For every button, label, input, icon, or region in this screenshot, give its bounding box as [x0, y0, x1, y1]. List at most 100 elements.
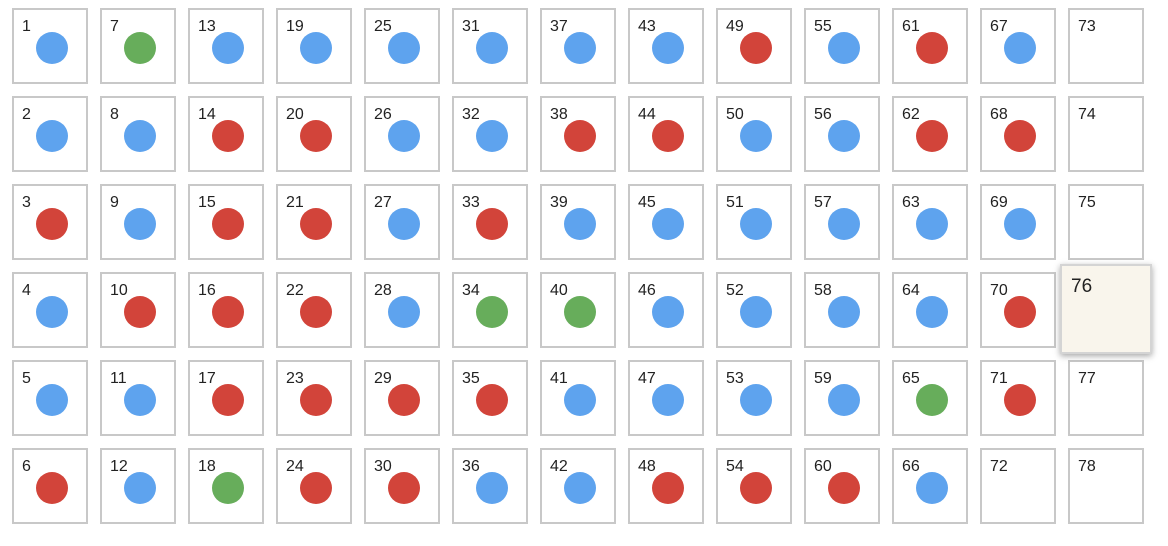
grid-cell-14[interactable]: 14 [188, 96, 264, 172]
cell-number: 53 [726, 370, 744, 387]
grid-cell-31[interactable]: 31 [452, 8, 528, 84]
red-dot-icon [564, 120, 596, 152]
cell-number: 65 [902, 370, 920, 387]
grid-cell-18[interactable]: 18 [188, 448, 264, 524]
grid-cell-24[interactable]: 24 [276, 448, 352, 524]
grid-cell-66[interactable]: 66 [892, 448, 968, 524]
grid-cell-37[interactable]: 37 [540, 8, 616, 84]
cell-number: 64 [902, 282, 920, 299]
grid-cell-50[interactable]: 50 [716, 96, 792, 172]
grid-cell-38[interactable]: 38 [540, 96, 616, 172]
grid-cell-3[interactable]: 3 [12, 184, 88, 260]
grid-cell-59[interactable]: 59 [804, 360, 880, 436]
red-dot-icon [916, 32, 948, 64]
grid-cell-71[interactable]: 71 [980, 360, 1056, 436]
grid-cell-32[interactable]: 32 [452, 96, 528, 172]
grid-cell-19[interactable]: 19 [276, 8, 352, 84]
grid-cell-10[interactable]: 10 [100, 272, 176, 348]
grid-cell-76[interactable]: 76 [1060, 264, 1152, 354]
grid-cell-26[interactable]: 26 [364, 96, 440, 172]
grid-cell-69[interactable]: 69 [980, 184, 1056, 260]
grid-cell-23[interactable]: 23 [276, 360, 352, 436]
grid-cell-77[interactable]: 77 [1068, 360, 1144, 436]
grid-cell-8[interactable]: 8 [100, 96, 176, 172]
grid-cell-48[interactable]: 48 [628, 448, 704, 524]
grid-cell-44[interactable]: 44 [628, 96, 704, 172]
grid-cell-57[interactable]: 57 [804, 184, 880, 260]
cell-number: 9 [110, 194, 119, 211]
grid-cell-70[interactable]: 70 [980, 272, 1056, 348]
grid-cell-61[interactable]: 61 [892, 8, 968, 84]
grid-cell-47[interactable]: 47 [628, 360, 704, 436]
grid-cell-55[interactable]: 55 [804, 8, 880, 84]
cell-number: 11 [110, 370, 127, 387]
grid-cell-63[interactable]: 63 [892, 184, 968, 260]
grid-cell-11[interactable]: 11 [100, 360, 176, 436]
grid-cell-4[interactable]: 4 [12, 272, 88, 348]
cell-number: 19 [286, 18, 304, 35]
grid-cell-20[interactable]: 20 [276, 96, 352, 172]
grid-cell-33[interactable]: 33 [452, 184, 528, 260]
cell-number: 3 [22, 194, 31, 211]
grid-cell-28[interactable]: 28 [364, 272, 440, 348]
cell-number: 55 [814, 18, 832, 35]
grid-cell-56[interactable]: 56 [804, 96, 880, 172]
grid-cell-22[interactable]: 22 [276, 272, 352, 348]
grid-cell-21[interactable]: 21 [276, 184, 352, 260]
grid-cell-46[interactable]: 46 [628, 272, 704, 348]
grid-cell-36[interactable]: 36 [452, 448, 528, 524]
grid-cell-16[interactable]: 16 [188, 272, 264, 348]
grid-cell-35[interactable]: 35 [452, 360, 528, 436]
grid-cell-60[interactable]: 60 [804, 448, 880, 524]
grid-cell-42[interactable]: 42 [540, 448, 616, 524]
cell-number: 12 [110, 458, 128, 475]
grid-cell-65[interactable]: 65 [892, 360, 968, 436]
grid-cell-9[interactable]: 9 [100, 184, 176, 260]
grid-cell-72[interactable]: 72 [980, 448, 1056, 524]
grid-cell-54[interactable]: 54 [716, 448, 792, 524]
blue-dot-icon [828, 296, 860, 328]
grid-cell-68[interactable]: 68 [980, 96, 1056, 172]
grid-cell-78[interactable]: 78 [1068, 448, 1144, 524]
blue-dot-icon [476, 32, 508, 64]
red-dot-icon [300, 120, 332, 152]
grid-cell-27[interactable]: 27 [364, 184, 440, 260]
cell-number: 30 [374, 458, 392, 475]
cell-number: 75 [1078, 194, 1096, 211]
grid-cell-75[interactable]: 75 [1068, 184, 1144, 260]
grid-cell-67[interactable]: 67 [980, 8, 1056, 84]
grid-cell-2[interactable]: 2 [12, 96, 88, 172]
blue-dot-icon [564, 472, 596, 504]
grid-cell-5[interactable]: 5 [12, 360, 88, 436]
red-dot-icon [36, 208, 68, 240]
grid-cell-39[interactable]: 39 [540, 184, 616, 260]
blue-dot-icon [124, 120, 156, 152]
grid-cell-7[interactable]: 7 [100, 8, 176, 84]
grid-cell-73[interactable]: 73 [1068, 8, 1144, 84]
grid-cell-53[interactable]: 53 [716, 360, 792, 436]
grid-cell-1[interactable]: 1 [12, 8, 88, 84]
grid-cell-13[interactable]: 13 [188, 8, 264, 84]
cell-number: 5 [22, 370, 31, 387]
grid-cell-25[interactable]: 25 [364, 8, 440, 84]
cell-number: 1 [22, 18, 31, 35]
grid-cell-29[interactable]: 29 [364, 360, 440, 436]
grid-cell-12[interactable]: 12 [100, 448, 176, 524]
grid-cell-49[interactable]: 49 [716, 8, 792, 84]
grid-cell-52[interactable]: 52 [716, 272, 792, 348]
grid-cell-30[interactable]: 30 [364, 448, 440, 524]
grid-cell-34[interactable]: 34 [452, 272, 528, 348]
grid-cell-64[interactable]: 64 [892, 272, 968, 348]
grid-cell-17[interactable]: 17 [188, 360, 264, 436]
grid-cell-40[interactable]: 40 [540, 272, 616, 348]
grid-cell-43[interactable]: 43 [628, 8, 704, 84]
grid-cell-62[interactable]: 62 [892, 96, 968, 172]
grid-cell-51[interactable]: 51 [716, 184, 792, 260]
grid-cell-58[interactable]: 58 [804, 272, 880, 348]
grid-cell-74[interactable]: 74 [1068, 96, 1144, 172]
cell-number: 24 [286, 458, 304, 475]
grid-cell-45[interactable]: 45 [628, 184, 704, 260]
grid-cell-15[interactable]: 15 [188, 184, 264, 260]
grid-cell-6[interactable]: 6 [12, 448, 88, 524]
grid-cell-41[interactable]: 41 [540, 360, 616, 436]
